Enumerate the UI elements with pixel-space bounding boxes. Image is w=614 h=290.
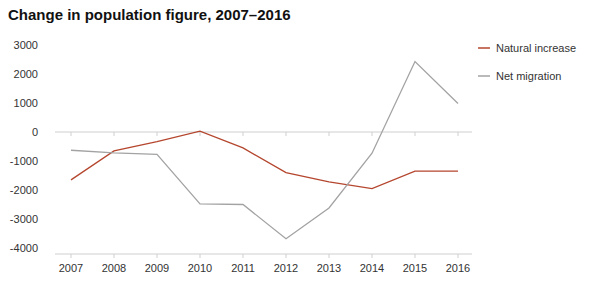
x-tick-label: 2013: [317, 262, 341, 274]
chart: Change in population figure, 2007–2016 -4…: [0, 0, 614, 290]
x-tick-label: 2012: [274, 262, 298, 274]
y-tick-label: 0: [32, 126, 38, 138]
series-line: [71, 62, 458, 239]
y-tick-label: 2000: [14, 68, 38, 80]
y-tick-label: -2000: [10, 184, 38, 196]
x-tick: [415, 254, 416, 258]
x-tick: [329, 254, 330, 258]
y-tick-label: -1000: [10, 155, 38, 167]
x-tick: [243, 254, 244, 258]
x-tick-label: 2016: [446, 262, 470, 274]
zero-tick: [200, 132, 201, 136]
zero-tick: [286, 132, 287, 136]
legend-label: Net migration: [496, 70, 561, 82]
x-tick-label: 2015: [403, 262, 427, 274]
y-tick-label: -3000: [10, 213, 38, 225]
x-tick-label: 2007: [59, 262, 83, 274]
plot-area: [71, 62, 458, 239]
zero-tick: [372, 132, 373, 136]
x-tick: [157, 254, 158, 258]
x-tick: [286, 254, 287, 258]
legend-swatch: [478, 75, 490, 77]
x-tick-label: 2010: [188, 262, 212, 274]
zero-tick: [157, 132, 158, 136]
legend-label: Natural increase: [496, 42, 576, 54]
zero-tick: [71, 132, 72, 136]
title: Change in population figure, 2007–2016: [8, 6, 291, 23]
zero-line: [55, 132, 472, 133]
x-tick-label: 2014: [360, 262, 384, 274]
y-tick-label: -4000: [10, 242, 38, 254]
x-tick: [372, 254, 373, 258]
zero-tick: [114, 132, 115, 136]
x-tick-label: 2009: [145, 262, 169, 274]
zero-tick: [243, 132, 244, 136]
series-line: [71, 131, 458, 188]
zero-tick: [415, 132, 416, 136]
legend-swatch: [478, 47, 490, 49]
zero-tick: [458, 132, 459, 136]
y-tick-label: 1000: [14, 97, 38, 109]
x-tick: [200, 254, 201, 258]
x-tick: [114, 254, 115, 258]
y-tick-label: 3000: [14, 39, 38, 51]
x-tick-label: 2011: [231, 262, 255, 274]
x-tick-label: 2008: [102, 262, 126, 274]
zero-tick: [329, 132, 330, 136]
x-tick: [71, 254, 72, 258]
x-axis: [55, 254, 472, 255]
x-tick: [458, 254, 459, 258]
